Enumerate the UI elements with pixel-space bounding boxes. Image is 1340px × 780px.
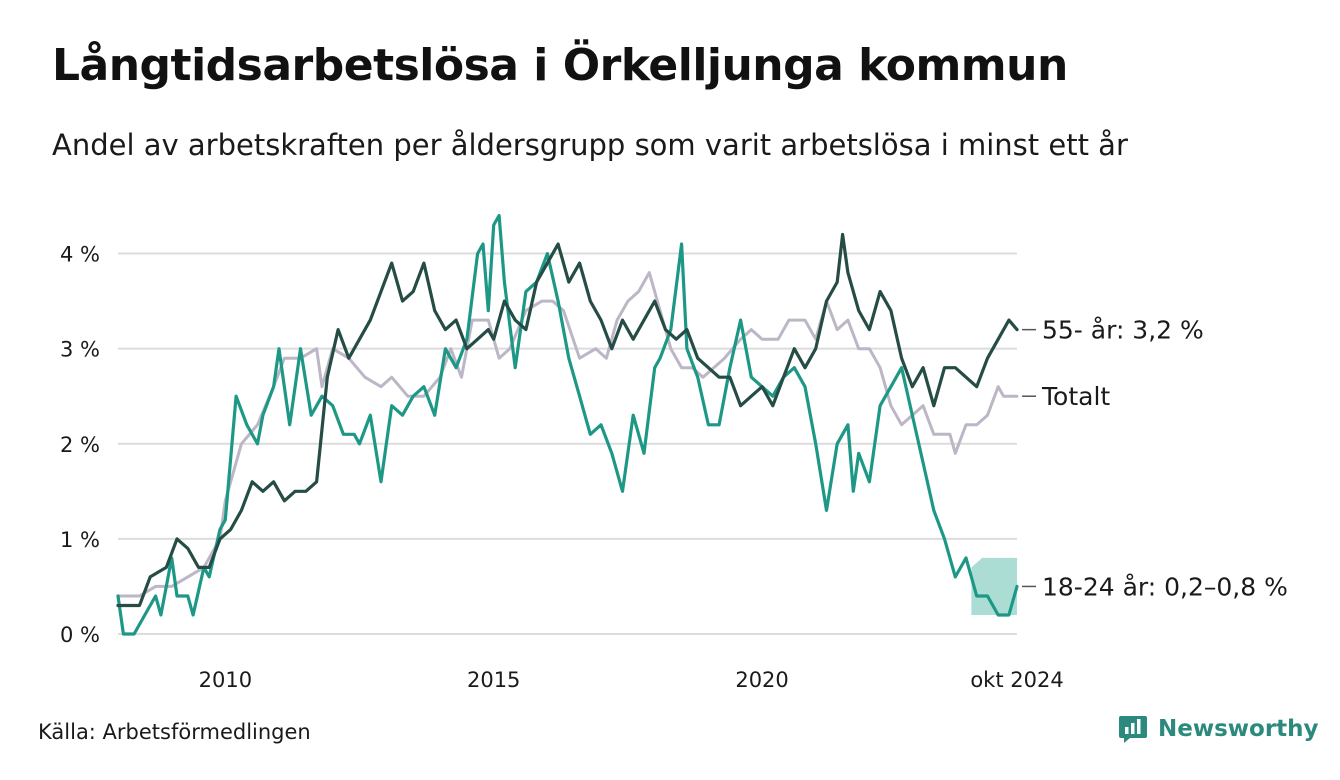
x-tick-label: 2010 bbox=[199, 668, 252, 692]
end-label-age18_24: 18-24 år: 0,2–0,8 % bbox=[1042, 572, 1288, 601]
x-tick-label: okt 2024 bbox=[970, 668, 1063, 692]
grid-lines bbox=[118, 252, 1017, 635]
end-label-age55: 55- år: 3,2 % bbox=[1042, 316, 1204, 345]
x-axis-tick-labels: 2010 2015 2020 okt 2024 bbox=[199, 668, 1064, 692]
page-subtitle: Andel av arbetskraften per åldersgrupp s… bbox=[52, 128, 1128, 162]
source-note: Källa: Arbetsförmedlingen bbox=[38, 720, 311, 744]
y-tick-label: 1 % bbox=[60, 528, 100, 552]
y-tick-label: 2 % bbox=[60, 433, 100, 457]
newsworthy-logo-icon bbox=[1119, 716, 1147, 743]
x-tick-label: 2020 bbox=[735, 668, 788, 692]
page-title: Långtidsarbetslösa i Örkelljunga kommun bbox=[52, 40, 1068, 91]
x-tick-label: 2015 bbox=[467, 668, 520, 692]
y-tick-label: 3 % bbox=[60, 338, 100, 362]
y-tick-label: 0 % bbox=[60, 623, 100, 647]
end-label-total: Totalt bbox=[1041, 382, 1110, 411]
series-line-age55 bbox=[116, 232, 1019, 608]
brand-name: Newsworthy bbox=[1158, 716, 1319, 742]
y-axis-tick-labels: 0 % 1 % 2 % 3 % 4 % bbox=[60, 243, 100, 647]
series-lines bbox=[116, 213, 1019, 636]
brand-logo: Newsworthy bbox=[1118, 714, 1319, 744]
y-tick-label: 4 % bbox=[60, 243, 100, 267]
series-end-labels: Totalt 18-24 år: 0,2–0,8 % 55- år: 3,2 % bbox=[1022, 316, 1288, 601]
series-line-age18_24 bbox=[116, 213, 1019, 636]
band-18-24-area bbox=[971, 557, 1017, 615]
confidence-band bbox=[971, 557, 1017, 615]
